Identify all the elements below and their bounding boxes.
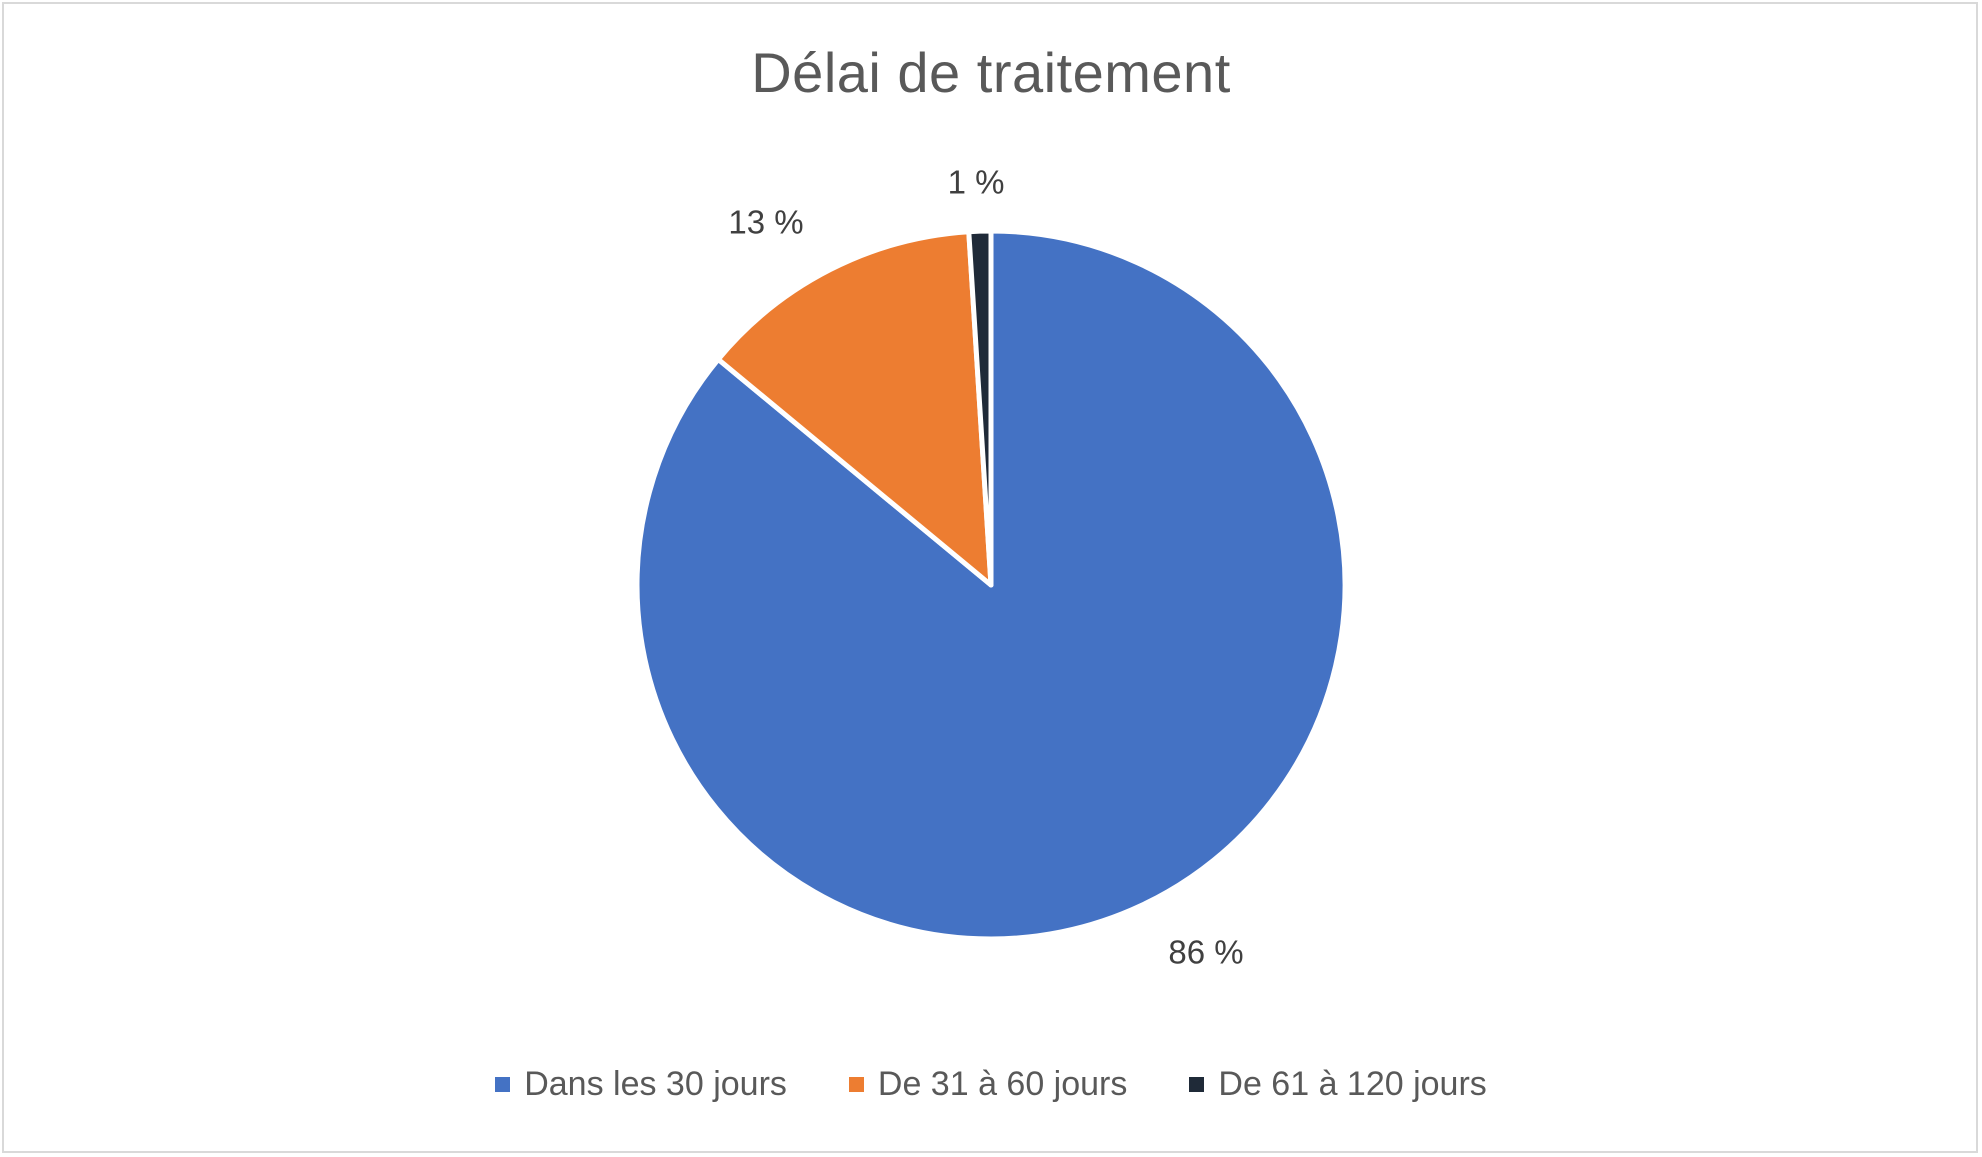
legend-label-1: De 31 à 60 jours	[877, 1065, 1128, 1103]
data-label-2: 1 %	[948, 164, 1005, 201]
pie-slice-2	[966, 228, 994, 588]
legend-swatch-0	[495, 1077, 511, 1092]
chart-legend: Dans les 30 jours De 31 à 60 jours De 61…	[0, 1065, 1982, 1104]
legend-entry-2: De 61 à 120 jours	[1189, 1065, 1487, 1104]
pie-data-labels: 86 % 13 % 1 %	[728, 164, 1243, 971]
data-label-0: 86 %	[1168, 934, 1243, 971]
legend-swatch-1	[848, 1077, 864, 1092]
chart-title: Délai de traitement	[751, 41, 1231, 104]
data-label-1: 13 %	[728, 204, 803, 241]
pie-slices	[634, 228, 1348, 942]
legend-entry-0: Dans les 30 jours	[495, 1065, 787, 1104]
legend-label-2: De 61 à 120 jours	[1218, 1065, 1487, 1103]
legend-entry-1: De 31 à 60 jours	[848, 1065, 1128, 1104]
legend-label-0: Dans les 30 jours	[524, 1065, 787, 1103]
legend-swatch-2	[1189, 1077, 1205, 1092]
pie-slice-1	[715, 229, 994, 588]
